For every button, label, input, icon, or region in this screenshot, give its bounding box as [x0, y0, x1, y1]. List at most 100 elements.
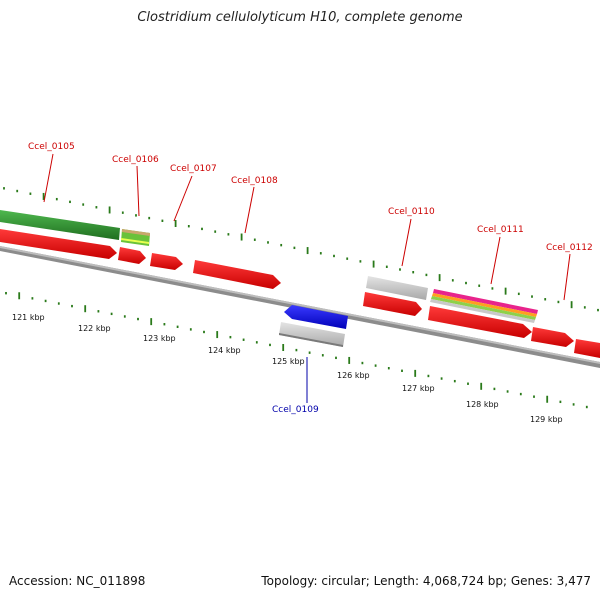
- scale-label: 124 kbp: [208, 346, 241, 355]
- cds-ccel-0109-reverse[interactable]: [284, 305, 348, 329]
- scale-label: 122 kbp: [78, 324, 111, 333]
- minor-tick: [531, 295, 533, 298]
- minor-tick: [227, 233, 230, 236]
- gene-leader-line: [136, 165, 140, 217]
- minor-tick: [427, 374, 430, 378]
- cds-ccel-0111[interactable]: [428, 306, 532, 338]
- genome-summary: Topology: circular; Length: 4,068,724 bp…: [261, 574, 591, 588]
- feature-track-outer: [0, 210, 538, 323]
- inner-tick-ring: [5, 291, 588, 409]
- gene-label-ccel-0106[interactable]: Ccel_0106: [112, 155, 159, 165]
- minor-tick: [203, 330, 205, 334]
- gene-leader-line: [244, 186, 255, 234]
- minor-tick: [308, 351, 311, 354]
- feature-ccel-0111-rna[interactable]: [430, 289, 538, 323]
- minor-tick: [425, 273, 428, 277]
- cds-ccel-0110[interactable]: [363, 292, 422, 316]
- scale-label: 128 kbp: [466, 400, 499, 409]
- major-tick: [480, 382, 483, 390]
- major-tick: [414, 369, 417, 377]
- minor-tick: [176, 325, 179, 329]
- scale-labels: 121 kbp 122 kbp 123 kbp 124 kbp 125 kbp 126 k…: [12, 313, 563, 424]
- minor-tick: [559, 400, 562, 404]
- gene-leader-line: [43, 153, 54, 203]
- feature-ccel-0106-stripe2: [121, 238, 149, 244]
- major-tick: [372, 260, 375, 268]
- minor-tick: [97, 310, 100, 313]
- minor-tick: [31, 297, 34, 300]
- major-tick: [306, 247, 309, 255]
- cds-ccel-0108[interactable]: [193, 260, 281, 289]
- cds-ccel-0112[interactable]: [531, 327, 574, 347]
- minor-tick: [319, 252, 322, 255]
- minor-tick: [401, 369, 403, 372]
- gene-label-ccel-0111[interactable]: Ccel_0111: [477, 225, 524, 235]
- feature-track-inner: [279, 305, 348, 347]
- feature-ccel-0109-rna[interactable]: [279, 322, 345, 347]
- minor-tick: [517, 292, 520, 296]
- minor-tick: [44, 299, 47, 303]
- minor-tick: [71, 304, 73, 308]
- major-tick: [282, 344, 285, 352]
- gene-label-ccel-0108[interactable]: Ccel_0108: [231, 176, 278, 186]
- scale-label: 127 kbp: [402, 384, 435, 393]
- minor-tick: [57, 302, 60, 305]
- gene-label-ccel-0107[interactable]: Ccel_0107: [170, 164, 217, 174]
- minor-tick: [359, 260, 362, 263]
- cds-ccel-0105[interactable]: [0, 229, 117, 259]
- minor-tick: [585, 405, 588, 409]
- gene-leader-line: [401, 218, 412, 267]
- outer-tick-ring: [3, 187, 599, 312]
- minor-tick: [333, 254, 335, 258]
- minor-tick: [491, 287, 494, 290]
- minor-tick: [280, 243, 283, 247]
- scale-label: 129 kbp: [530, 415, 563, 424]
- minor-tick: [148, 216, 151, 220]
- gene-label-ccel-0112[interactable]: Ccel_0112: [546, 243, 593, 253]
- major-tick: [174, 219, 177, 227]
- minor-tick: [253, 238, 256, 241]
- minor-tick: [16, 189, 19, 193]
- minor-tick: [519, 392, 522, 396]
- cds-ccel-0106[interactable]: [118, 247, 146, 264]
- feature-ccel-0105-gene[interactable]: [0, 210, 120, 240]
- gene-label-ccel-0105[interactable]: Ccel_0105: [28, 142, 75, 152]
- minor-tick: [269, 343, 271, 347]
- minor-tick: [295, 348, 298, 352]
- feature-ccel-0110-rna[interactable]: [366, 276, 428, 300]
- scale-label: 126 kbp: [337, 371, 370, 380]
- minor-tick: [123, 315, 126, 318]
- minor-tick: [82, 203, 85, 206]
- minor-tick: [335, 356, 337, 360]
- major-tick: [348, 356, 351, 364]
- cds-next[interactable]: [574, 339, 600, 358]
- major-tick: [438, 274, 441, 282]
- minor-tick: [399, 268, 401, 271]
- minor-tick: [29, 192, 32, 195]
- minor-tick: [387, 367, 390, 370]
- accession-label: Accession: NC_011898: [9, 574, 146, 588]
- cds-ccel-0107[interactable]: [150, 253, 183, 270]
- feature-ccel-0106-stripe: [122, 229, 150, 236]
- gene-label-ccel-0110[interactable]: Ccel_0110: [388, 207, 435, 217]
- major-tick: [18, 292, 21, 300]
- minor-tick: [242, 338, 245, 341]
- gene-label-ccel-0109[interactable]: Ccel_0109: [272, 405, 319, 415]
- gene-leader-line: [563, 253, 571, 301]
- scale-label: 121 kbp: [12, 313, 45, 322]
- scale-label: 125 kbp: [272, 357, 305, 366]
- minor-tick: [346, 257, 349, 260]
- minor-tick: [597, 308, 599, 312]
- major-tick: [42, 192, 45, 200]
- minor-tick: [255, 341, 258, 344]
- major-tick: [546, 395, 549, 403]
- minor-tick: [3, 187, 5, 190]
- minor-tick: [267, 241, 269, 244]
- gene-labels: Ccel_0105 Ccel_0106 Ccel_0107 Ccel_0108 Ccel…: [28, 142, 593, 415]
- minor-tick: [557, 300, 560, 304]
- minor-tick: [55, 197, 58, 201]
- minor-tick: [189, 328, 192, 331]
- minor-tick: [163, 323, 166, 326]
- minor-tick: [478, 284, 481, 287]
